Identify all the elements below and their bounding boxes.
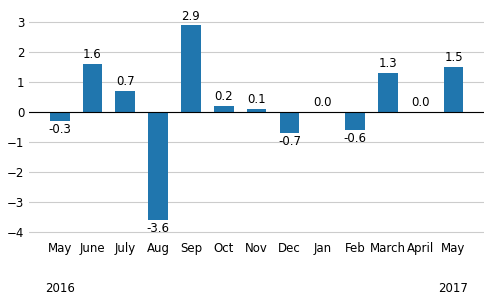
Text: 2.9: 2.9 <box>182 10 200 23</box>
Bar <box>214 106 234 112</box>
Text: 1.5: 1.5 <box>444 51 463 64</box>
Text: -0.7: -0.7 <box>278 135 301 148</box>
Text: 0.0: 0.0 <box>411 96 430 109</box>
Bar <box>50 112 70 121</box>
Text: 0.2: 0.2 <box>215 90 233 103</box>
Bar <box>115 91 135 112</box>
Text: 0.1: 0.1 <box>247 93 266 106</box>
Bar <box>279 112 300 133</box>
Text: -0.6: -0.6 <box>344 132 367 145</box>
Bar <box>181 25 201 112</box>
Text: 1.6: 1.6 <box>83 48 102 62</box>
Text: -3.6: -3.6 <box>147 222 170 235</box>
Text: 0.0: 0.0 <box>313 96 331 109</box>
Text: 0.7: 0.7 <box>116 76 135 88</box>
Text: 1.3: 1.3 <box>379 57 397 70</box>
Bar <box>82 64 102 112</box>
Bar <box>148 112 168 220</box>
Bar <box>444 67 464 112</box>
Bar <box>345 112 365 130</box>
Text: 2017: 2017 <box>438 282 468 295</box>
Bar <box>378 73 398 112</box>
Text: 2016: 2016 <box>45 282 75 295</box>
Text: -0.3: -0.3 <box>48 123 71 136</box>
Bar <box>247 109 267 112</box>
